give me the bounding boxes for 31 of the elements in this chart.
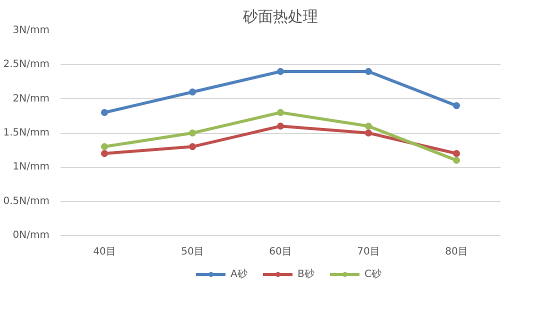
x-tick-label: 80目 [445, 246, 468, 258]
point [277, 109, 284, 116]
legend-label: C砂 [364, 268, 382, 281]
x-tick-label: 40目 [93, 246, 116, 258]
y-tick-label: 0N/mm [12, 230, 50, 241]
legend-label: B砂 [298, 268, 316, 281]
chart-title: 砂面热处理 [242, 8, 318, 26]
point [101, 150, 108, 157]
point [453, 102, 460, 110]
y-tick-label: 3N/mm [12, 25, 50, 36]
y-tick-label: 1N/mm [12, 162, 50, 173]
y-tick-label: 1.5N/mm [3, 128, 50, 138]
point [277, 122, 284, 130]
point [365, 122, 372, 130]
point [189, 130, 196, 136]
x-tick-label: 50目 [181, 246, 204, 258]
point [189, 88, 196, 96]
y-tick-label: 0.5N/mm [3, 196, 50, 207]
y-tick-label: 2.5N/mm [3, 59, 50, 70]
point [101, 143, 108, 150]
point [189, 143, 196, 150]
point [101, 109, 108, 116]
point [365, 68, 372, 75]
point [365, 130, 372, 136]
x-tick-label: 70目 [357, 246, 380, 258]
point [453, 150, 460, 157]
point [277, 68, 284, 75]
legend-label: A砂 [230, 268, 248, 281]
point [453, 156, 460, 164]
y-tick-label: 2N/mm [12, 93, 50, 104]
x-tick-label: 60目 [269, 246, 292, 258]
